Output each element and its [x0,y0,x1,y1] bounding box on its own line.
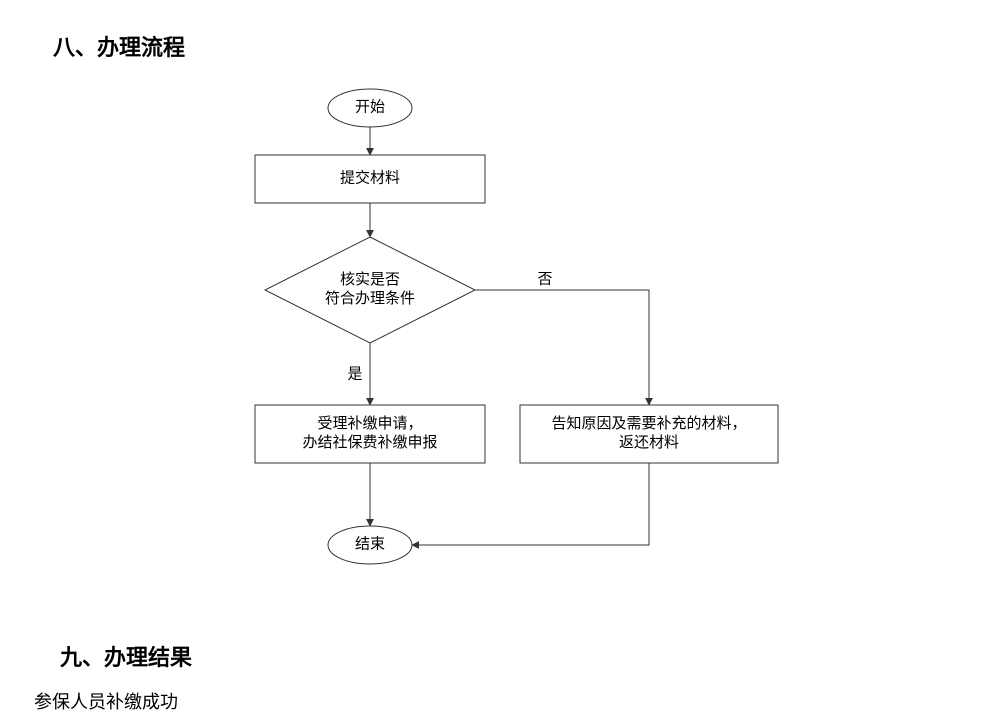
node-end-text: 结束 [355,535,385,552]
node-accept-text: 办结社保费补缴申报 [302,434,437,451]
node-start-text: 开始 [355,98,385,115]
node-verify-text: 核实是否 [340,271,400,288]
node-reject-text: 告知原因及需要补充的材料， [551,415,746,432]
section-9-heading: 九、办理结果 [60,640,192,672]
node-submit-text: 提交材料 [340,168,400,186]
section-8-heading: 八、办理流程 [53,30,185,62]
flow-edge [412,463,649,545]
node-accept-text: 受理补缴申请， [317,415,422,432]
node-reject-text: 返还材料 [619,434,679,451]
edge-label: 是 [347,366,362,382]
node-verify-text: 符合办理条件 [325,290,415,307]
processing-result-text: 参保人员补缴成功 [34,688,178,714]
flow-edge [475,290,649,405]
edge-label: 否 [537,271,552,287]
process-flowchart: 是 否 开始提交材料核实是否符合办理条件受理补缴申请， 办结社保费补缴申报 告知原因及需… [200,80,800,600]
